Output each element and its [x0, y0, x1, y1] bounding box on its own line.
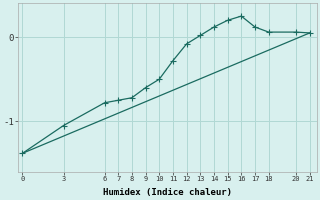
- X-axis label: Humidex (Indice chaleur): Humidex (Indice chaleur): [103, 188, 232, 197]
